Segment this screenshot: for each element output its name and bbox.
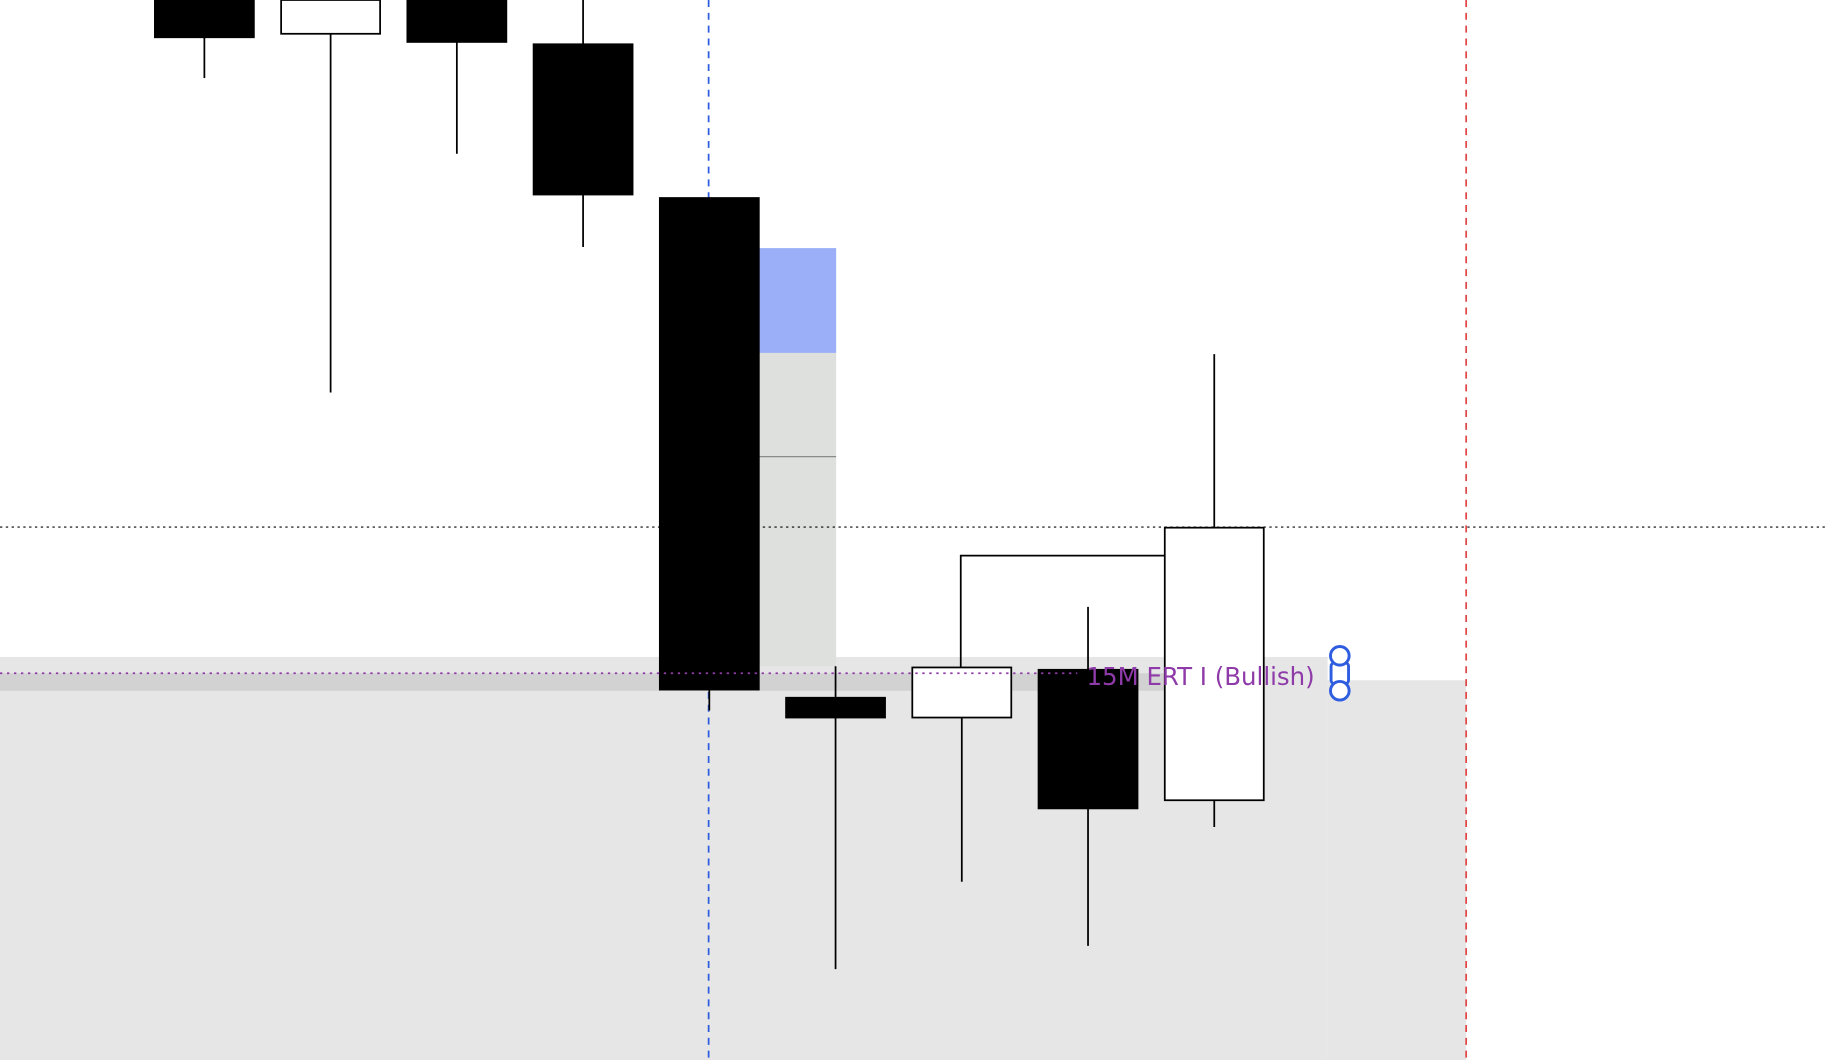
range-shade-right (1327, 680, 1467, 1060)
bearish-candle[interactable] (1037, 668, 1139, 810)
range-band (0, 673, 1165, 691)
zone-lower (759, 352, 837, 667)
bearish-candle[interactable] (658, 197, 760, 691)
drag-handle[interactable] (1329, 645, 1351, 702)
bearish-candle[interactable] (532, 43, 634, 196)
candles-group (154, 0, 1265, 970)
handle-bottom-icon[interactable] (1329, 679, 1351, 702)
zone-upper (759, 248, 837, 353)
bracket-drawing[interactable] (959, 554, 1165, 668)
bearish-candle[interactable] (785, 696, 886, 719)
bullish-candle[interactable] (280, 0, 381, 35)
bullish-candle[interactable] (911, 666, 1013, 719)
bearish-candle[interactable] (406, 0, 508, 43)
annotation-label[interactable]: 15M ERT I (Bullish) (1087, 662, 1315, 691)
handle-top-icon[interactable] (1329, 645, 1351, 667)
bullish-candle[interactable] (1163, 526, 1265, 802)
bearish-candle[interactable] (154, 0, 255, 39)
